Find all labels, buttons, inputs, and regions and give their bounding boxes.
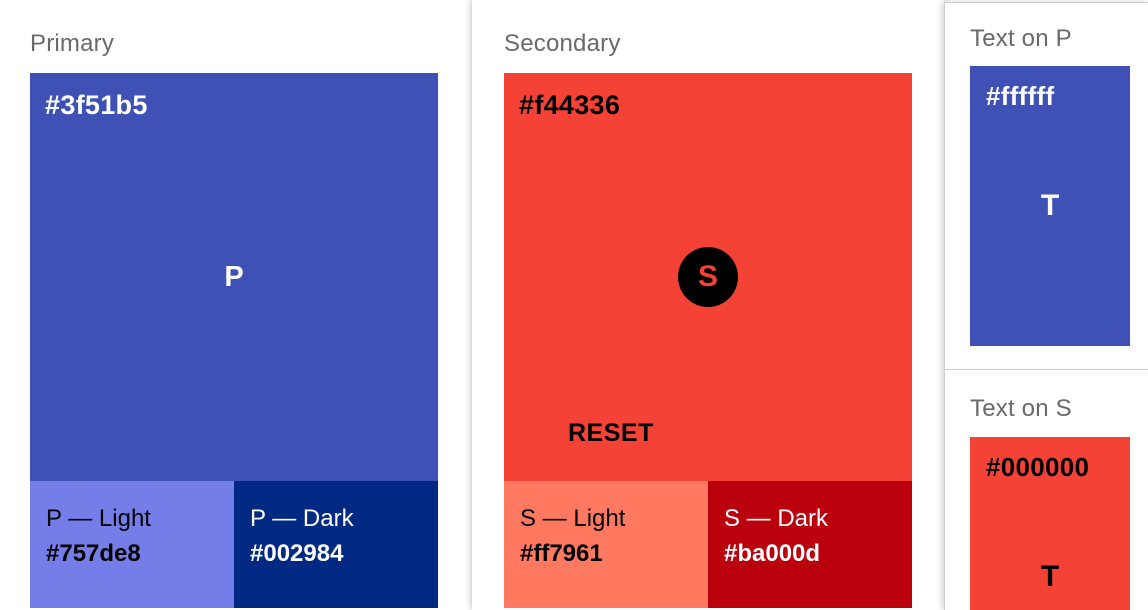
text-on-secondary-letter: T — [1040, 560, 1060, 593]
secondary-card: Secondary #f44336 S RESET S — Light #ff7… — [472, 0, 944, 610]
secondary-dark-swatch[interactable]: S — Dark #ba000d — [708, 481, 912, 608]
primary-light-hex: #757de8 — [46, 540, 141, 568]
primary-dark-swatch[interactable]: P — Dark #002984 — [234, 481, 438, 608]
primary-light-swatch[interactable]: P — Light #757de8 — [30, 481, 234, 608]
primary-letter: P — [224, 260, 244, 293]
secondary-fab-button[interactable]: S — [678, 247, 738, 307]
primary-dark-hex: #002984 — [250, 540, 344, 568]
primary-light-label: P — Light — [46, 505, 151, 532]
secondary-dark-label: S — Dark — [724, 505, 829, 532]
text-on-secondary-label: Text on S — [970, 395, 1072, 422]
secondary-variants-row: S — Light #ff7961 S — Dark #ba000d — [504, 481, 912, 608]
primary-variants-row: P — Light #757de8 P — Dark #002984 — [30, 481, 438, 608]
secondary-dark-hex: #ba000d — [724, 540, 821, 568]
text-on-secondary-swatch[interactable]: #000000 T — [970, 437, 1130, 610]
primary-main-swatch[interactable]: #3f51b5 P — [30, 73, 438, 481]
text-on-primary-hex: #ffffff — [986, 81, 1055, 111]
secondary-hex-label: #f44336 — [519, 90, 621, 120]
secondary-light-swatch[interactable]: S — Light #ff7961 — [504, 481, 708, 608]
text-on-secondary-hex: #000000 — [986, 452, 1090, 482]
primary-section-label: Primary — [30, 30, 115, 57]
text-contrast-panel: Text on P #ffffff T Text on S #000000 T — [944, 2, 1148, 610]
text-on-primary-label: Text on P — [970, 25, 1072, 52]
secondary-light-hex: #ff7961 — [520, 540, 603, 568]
secondary-light-label: S — Light — [520, 505, 626, 532]
text-on-primary-swatch[interactable]: #ffffff T — [970, 66, 1130, 346]
text-on-primary-letter: T — [1040, 189, 1060, 222]
panel-divider — [945, 369, 1148, 370]
primary-dark-label: P — Dark — [250, 505, 354, 532]
secondary-section-label: Secondary — [504, 30, 621, 57]
primary-hex-label: #3f51b5 — [45, 90, 148, 120]
secondary-main-swatch[interactable]: #f44336 S RESET — [504, 73, 912, 481]
reset-button[interactable]: RESET — [562, 413, 660, 454]
